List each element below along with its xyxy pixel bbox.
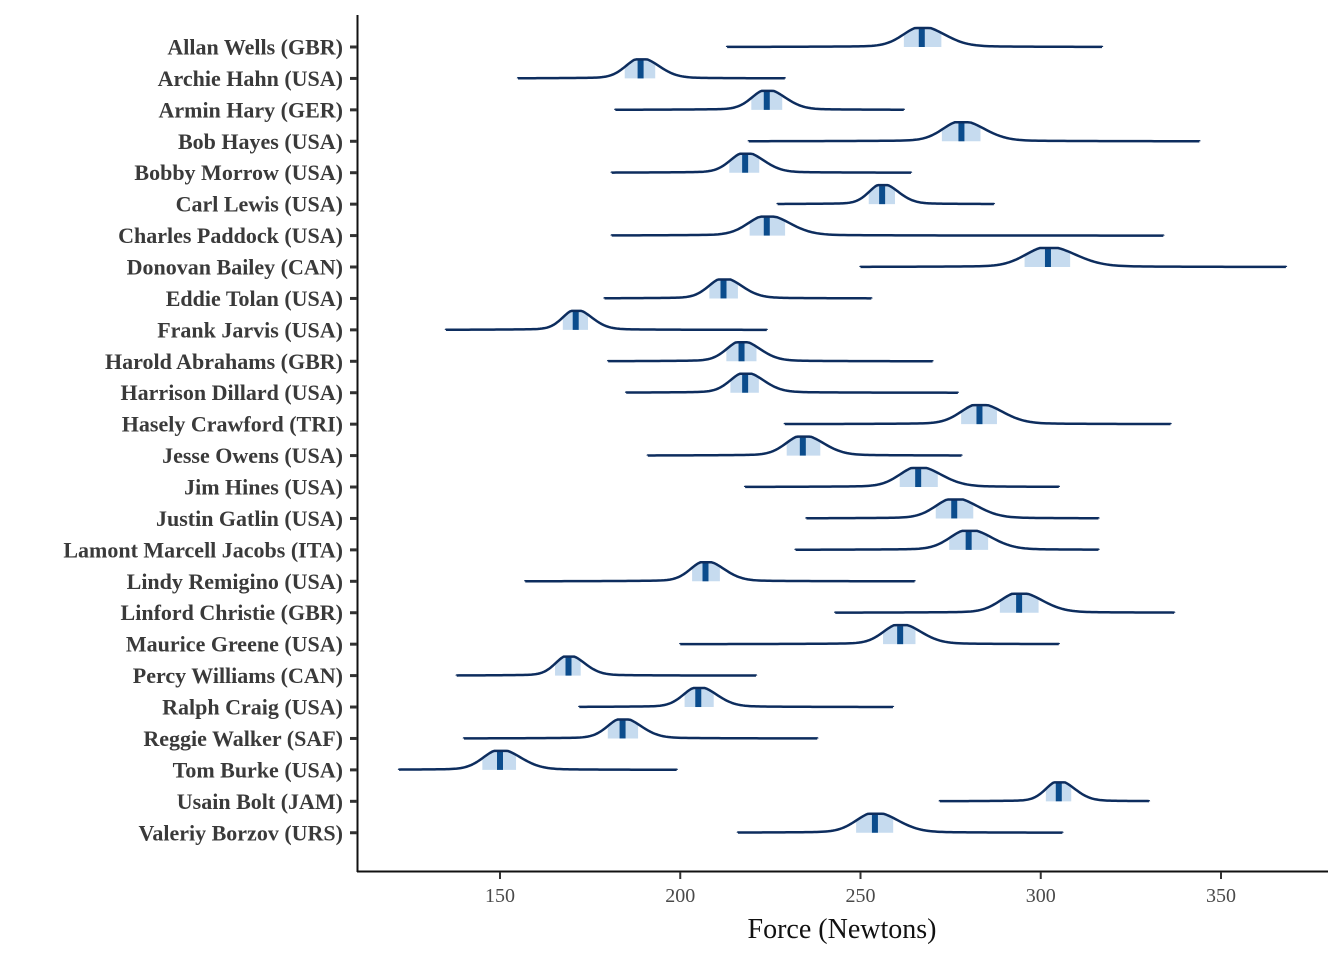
density-curve [859,246,1288,269]
x-tick-label: 150 [485,885,515,907]
y-tick-label: Jesse Owens (USA) [162,443,343,468]
density-curve [679,623,1061,646]
y-tick-label: Jim Hines (USA) [184,475,343,500]
density-curve [523,561,916,583]
y-tick-label: Ralph Craig (USA) [162,695,343,720]
density-curve [516,58,787,80]
y-tick-label: Carl Lewis (USA) [176,192,343,217]
y-tick-label: Tom Burke (USA) [173,757,343,782]
y-tick-label: Frank Jarvis (USA) [157,317,343,342]
y-tick-label: Charles Paddock (USA) [118,223,343,248]
y-tick-label: Hasely Crawford (TRI) [122,412,343,437]
y-tick-label: Eddie Tolan (USA) [166,286,343,311]
y-tick-label: Justin Gatlin (USA) [156,506,343,531]
ridge-row [736,812,1064,834]
density-curve [805,498,1100,520]
y-tick-label: Donovan Bailey (CAN) [127,255,343,280]
ridge-row [523,561,916,583]
ridge-row [646,435,963,457]
y-tick-label: Reggie Walker (SAF) [143,726,343,751]
density-curve [794,529,1100,551]
density-curve [397,749,678,772]
y-tick-label: Usain Bolt (JAM) [177,789,343,814]
ridge-row [624,372,960,394]
density-curve [725,26,1104,49]
density-curve [578,686,895,709]
density-curve [736,812,1064,834]
y-tick-label: Harold Abrahams (GBR) [105,349,343,374]
ridge-row [747,121,1201,143]
ridge-row [606,341,934,363]
x-tick-label: 350 [1206,885,1236,907]
density-curve [783,403,1172,426]
density-curve [614,89,906,111]
density-curve [606,341,934,363]
y-tick-label: Linford Christie (GBR) [121,600,343,625]
density-curve [603,278,873,300]
y-tick-label: Archie Hahn (USA) [158,66,343,91]
density-curve [938,781,1151,803]
x-tick-label: 300 [1026,885,1056,907]
y-tick-label: Lamont Marcell Jacobs (ITA) [63,537,343,562]
ridge-row [859,246,1288,269]
density-curve [743,466,1061,489]
y-tick-label: Percy Williams (CAN) [133,663,343,688]
y-tick-label: Bobby Morrow (USA) [134,160,343,185]
ridge-row [397,749,678,772]
y-tick-label: Allan Wells (GBR) [167,35,343,60]
ridge-row [725,26,1104,49]
ridge-row [610,215,1165,237]
x-axis-title: Force (Newtons) [748,914,937,945]
density-curve [834,592,1176,614]
y-tick-label: Armin Hary (GER) [158,97,343,122]
x-tick-label: 250 [846,885,876,907]
y-tick-label: Maurice Greene (USA) [126,632,343,657]
density-curve [624,372,960,394]
plot-marks [397,26,1288,834]
y-tick-label: Harrison Dillard (USA) [121,380,343,405]
ridge-row [938,781,1151,803]
ridge-row [455,655,758,677]
y-tick-label: Lindy Remigino (USA) [127,569,343,594]
ridge-row [679,623,1061,646]
density-curve [610,215,1165,237]
ridge-row [794,529,1100,551]
ridge-row [603,278,873,300]
ridge-row [614,89,906,111]
density-curve [646,435,963,457]
ridge-row [578,686,895,709]
density-curve [444,309,769,332]
y-axis-ticks: Allan Wells (GBR) Archie Hahn (USA) Armin … [63,35,357,845]
y-tick-label: Valeriy Borzov (URS) [139,820,344,845]
x-axis-ticks: 150 200 250 300 350 [485,872,1236,907]
ridge-row [776,183,996,206]
ridge-row [783,403,1172,426]
density-curve [747,121,1201,143]
ridge-row [610,152,913,174]
ridge-row [462,718,819,740]
ridge-row [805,498,1100,520]
x-tick-label: 200 [665,885,695,907]
density-curve [455,655,758,677]
ridge-row [834,592,1176,614]
ridge-row [444,309,769,332]
ridge-row [743,466,1061,489]
y-tick-label: Bob Hayes (USA) [178,129,343,154]
density-curve [610,152,913,174]
ridge-row [516,58,787,80]
density-curve [462,718,819,740]
density-curve [776,183,996,206]
